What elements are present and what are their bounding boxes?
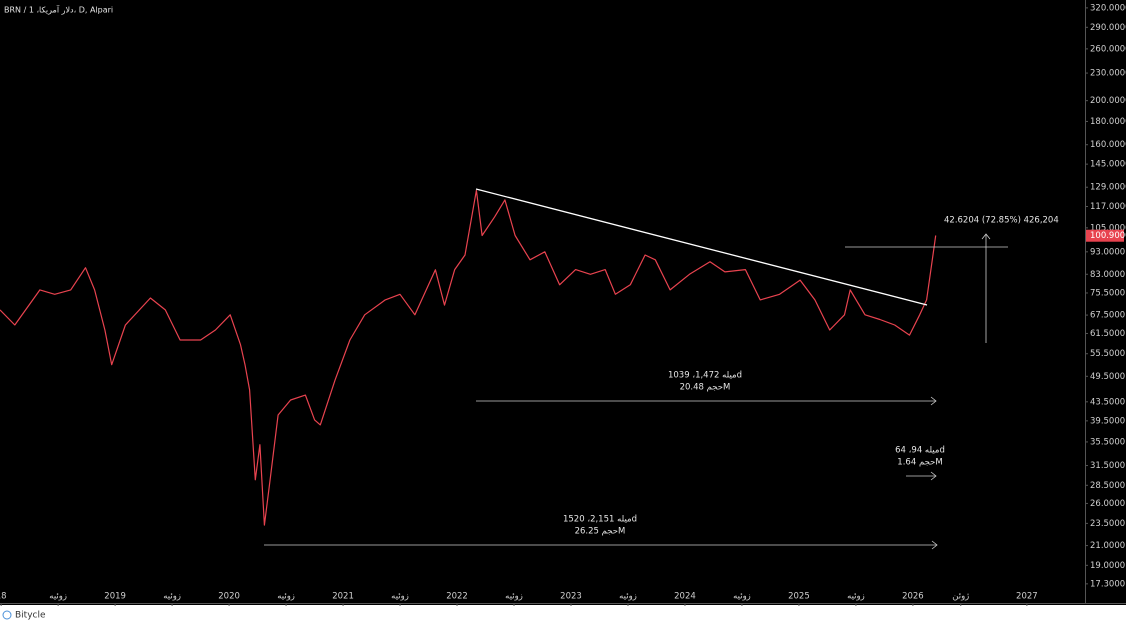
y-tick-label: 145.0000 xyxy=(1090,160,1126,170)
x-tick-label: زوئیه xyxy=(277,592,295,602)
y-tick-label: 75.5000 xyxy=(1090,288,1125,298)
y-tick-label: 67.5000 xyxy=(1090,311,1125,321)
footer: Bitycle xyxy=(15,611,46,621)
range-label: 26.25 حجمM xyxy=(575,527,626,537)
x-tick-label: 2024 xyxy=(674,592,696,602)
measure-label: 42.6204 (72.85%) 426,204 xyxy=(944,216,1059,226)
x-tick-label: زوئیه xyxy=(505,592,523,602)
x-tick-label: زوئیه xyxy=(619,592,637,602)
range-label: 64 ،میله 94d xyxy=(895,446,945,456)
y-tick-label: 49.5000 xyxy=(1090,372,1125,382)
y-tick-label: 160.0000 xyxy=(1090,140,1126,150)
price-line xyxy=(0,189,937,526)
x-tick-label: 2021 xyxy=(332,592,354,602)
x-tick-label: ژوئن xyxy=(952,592,969,602)
y-tick-label: 43.5000 xyxy=(1090,397,1125,407)
y-tick-label: 55.5000 xyxy=(1090,349,1125,359)
arrow-head xyxy=(930,396,937,406)
x-tick-label: 2026 xyxy=(902,592,924,602)
y-tick-label: 61.5000 xyxy=(1090,329,1125,339)
range-label: 1.64 حجمM xyxy=(897,458,942,468)
x-tick-label: زوئیه xyxy=(847,592,865,602)
y-tick-label: 320.0000 xyxy=(1090,3,1126,13)
y-tick-label: 230.0000 xyxy=(1090,69,1126,79)
y-tick-label: 23.5000 xyxy=(1090,519,1125,529)
x-tick-label: 18 xyxy=(0,592,7,602)
range-label: 1039 ،میله 1,472d xyxy=(668,371,742,381)
range-label: 20.48 حجمM xyxy=(680,383,731,393)
x-tick-label: زوئیه xyxy=(733,592,751,602)
y-tick-label: 28.5000 xyxy=(1090,481,1125,491)
y-tick-label: 26.0000 xyxy=(1090,499,1125,509)
y-tick-label: 93.0000 xyxy=(1090,247,1125,257)
y-tick-label: 17.3000 xyxy=(1090,579,1125,589)
y-tick-label: 19.0000 xyxy=(1090,561,1125,571)
x-tick-label: زوئیه xyxy=(49,592,67,602)
y-tick-label: 290.0000 xyxy=(1090,23,1126,33)
y-tick-label: 180.0000 xyxy=(1090,117,1126,127)
last-price-tag xyxy=(1086,229,1124,242)
x-tick-label: 2019 xyxy=(104,592,126,602)
arrow-head xyxy=(930,471,937,481)
x-tick-label: زوئیه xyxy=(163,592,181,602)
background xyxy=(0,0,1126,605)
footer-icon xyxy=(2,610,12,620)
chart-title: BRN / 1 ،دلار آمریکا، D, Alpari xyxy=(4,5,113,15)
trend-line xyxy=(475,188,928,306)
x-tick-label: 2020 xyxy=(218,592,240,602)
y-tick-label: 129.0000 xyxy=(1090,183,1126,193)
x-tick-label: 2022 xyxy=(446,592,468,602)
range-label: 1520 ،میله 2,151d xyxy=(563,515,637,525)
arrow-head xyxy=(981,233,991,240)
y-tick-label: 35.5000 xyxy=(1090,437,1125,447)
arrow-head xyxy=(931,540,938,550)
x-tick-label: 2027 xyxy=(1016,592,1038,602)
x-tick-label: 2023 xyxy=(560,592,582,602)
y-tick-label: 260.0000 xyxy=(1090,44,1126,54)
last-price-label: 100.9000 xyxy=(1090,231,1126,241)
y-tick-label: 105.0000 xyxy=(1090,223,1126,233)
y-tick-label: 31.5000 xyxy=(1090,461,1125,471)
y-tick-label: 200.0000 xyxy=(1090,96,1126,106)
x-tick-label: زوئیه xyxy=(391,592,409,602)
y-tick-label: 117.0000 xyxy=(1090,202,1126,212)
y-tick-label: 83.0000 xyxy=(1090,270,1125,280)
y-tick-label: 21.0000 xyxy=(1090,541,1125,551)
x-tick-label: 2025 xyxy=(788,592,810,602)
y-tick-label: 39.5000 xyxy=(1090,416,1125,426)
